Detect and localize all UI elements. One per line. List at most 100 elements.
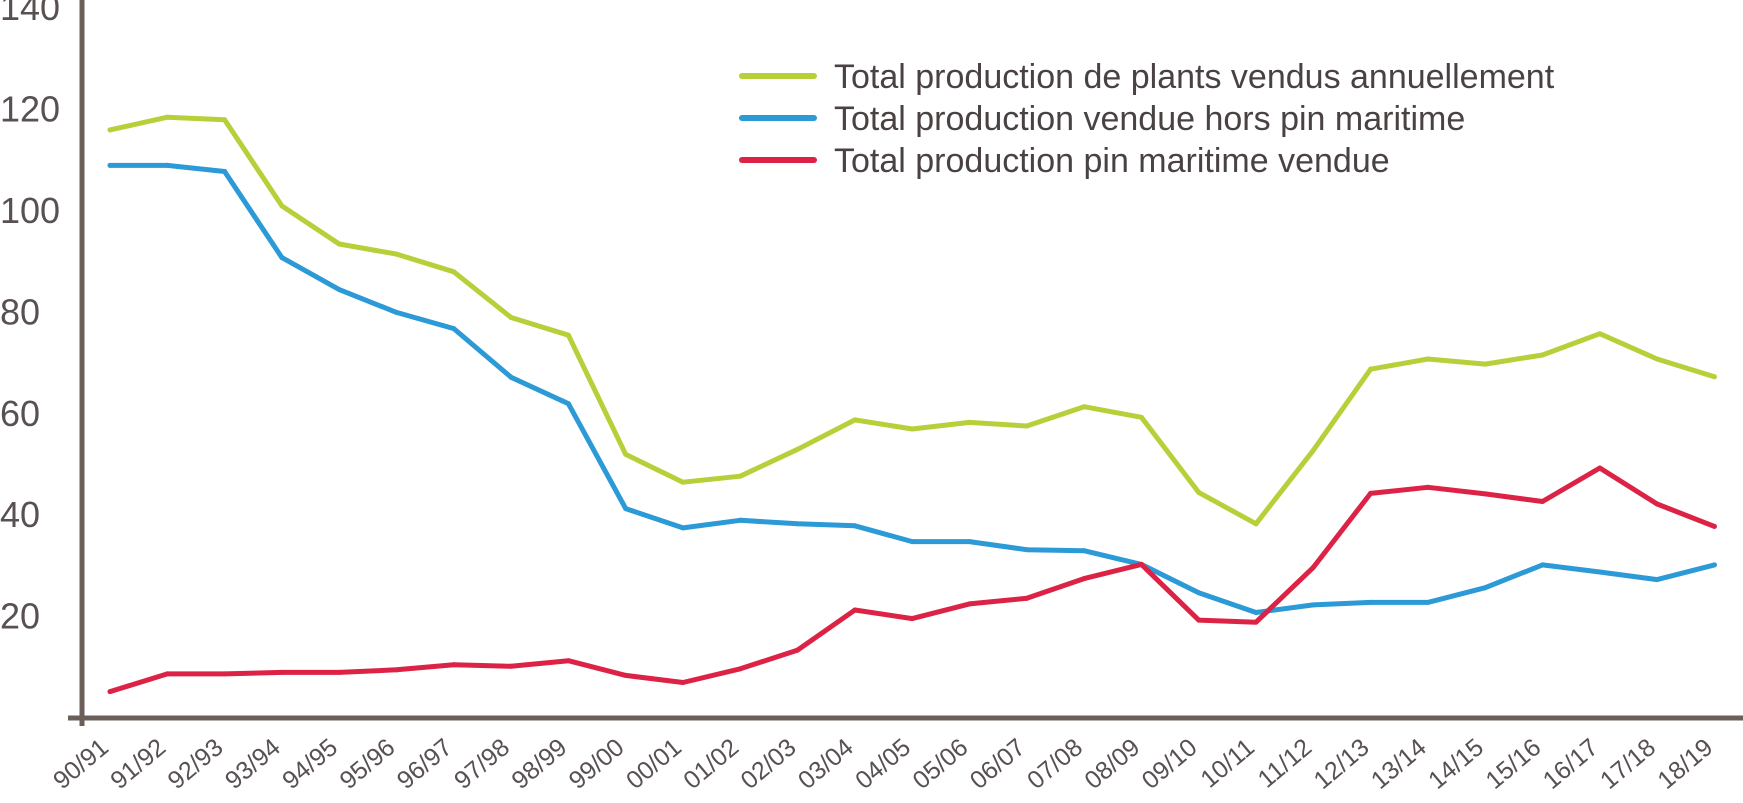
data-point <box>336 287 342 293</box>
x-tick-label: 00/01 <box>621 733 687 795</box>
x-tick-label: 97/98 <box>449 733 515 795</box>
x-tick-label: 01/02 <box>678 733 744 795</box>
data-point <box>1711 562 1717 568</box>
legend-label-3: Total production pin maritime vendue <box>834 142 1390 180</box>
x-tick-label: 91/92 <box>105 733 171 795</box>
data-point <box>1711 374 1717 380</box>
data-point <box>1368 490 1374 496</box>
data-point <box>1253 610 1259 616</box>
data-point <box>1196 489 1202 495</box>
data-point <box>1425 599 1431 605</box>
x-tick-label: 09/10 <box>1137 733 1203 795</box>
data-point <box>967 601 972 607</box>
series-line-2 <box>107 162 1717 615</box>
data-point <box>1654 356 1660 362</box>
x-tick-label: 08/09 <box>1079 733 1145 795</box>
data-point <box>737 666 743 672</box>
x-tick-label: 12/13 <box>1309 733 1375 795</box>
y-tick-label: 120 <box>0 89 60 130</box>
data-point <box>909 616 915 622</box>
data-point <box>1482 585 1488 591</box>
y-tick-label: 40 <box>0 494 40 535</box>
data-point <box>508 314 514 320</box>
x-tick-label: 94/95 <box>277 733 343 795</box>
data-point <box>1597 465 1603 471</box>
data-point <box>508 374 514 380</box>
data-point <box>967 539 972 545</box>
data-point <box>279 203 285 209</box>
data-point <box>1138 414 1144 420</box>
data-point <box>1310 602 1316 608</box>
data-point <box>967 419 972 425</box>
x-tick-label: 13/14 <box>1366 733 1432 795</box>
y-tick-label: 60 <box>0 393 40 434</box>
data-point <box>222 168 228 174</box>
data-point <box>107 162 113 168</box>
data-point <box>1482 361 1488 367</box>
data-point <box>222 117 228 123</box>
data-point <box>1196 590 1202 596</box>
data-point <box>1654 501 1660 507</box>
data-point <box>1081 404 1087 410</box>
data-point <box>164 162 170 168</box>
data-point <box>1540 499 1545 505</box>
data-point <box>565 401 571 407</box>
data-point <box>565 658 571 664</box>
x-tick-label: 10/11 <box>1195 733 1260 793</box>
data-point <box>1081 576 1087 582</box>
x-tick-label: 18/19 <box>1652 733 1718 795</box>
data-point <box>565 332 571 338</box>
data-point <box>279 255 285 261</box>
data-point <box>1253 521 1259 527</box>
data-point <box>737 473 743 479</box>
data-point <box>394 309 399 315</box>
series-line-3 <box>107 465 1717 695</box>
data-point <box>451 269 457 275</box>
data-point <box>909 426 915 432</box>
data-point <box>222 671 228 677</box>
x-tick-label: 04/05 <box>850 733 916 795</box>
data-point <box>336 241 342 247</box>
data-point <box>1368 599 1374 605</box>
data-point <box>1482 491 1488 497</box>
data-point <box>623 672 629 678</box>
data-point <box>1024 423 1030 429</box>
x-tick-label: 95/96 <box>334 733 400 795</box>
data-point <box>1711 523 1717 529</box>
data-point <box>1310 447 1316 453</box>
data-point <box>451 326 457 332</box>
data-point <box>852 607 858 613</box>
data-point <box>279 669 285 675</box>
data-point <box>1597 331 1603 337</box>
x-tick-label: 14/15 <box>1423 733 1489 795</box>
data-point <box>1024 547 1030 553</box>
data-point <box>394 251 399 257</box>
data-point <box>1138 561 1144 567</box>
x-tick-label: 05/06 <box>907 733 973 795</box>
legend-label-2: Total production vendue hors pin maritim… <box>834 100 1465 138</box>
data-point <box>336 669 342 675</box>
data-point <box>795 521 801 527</box>
y-tick-label: 100 <box>0 190 60 231</box>
x-tick-label: 07/08 <box>1022 733 1088 795</box>
y-tick-label: 80 <box>0 291 40 332</box>
x-tick-label: 16/17 <box>1538 733 1604 795</box>
x-tick-label: 92/93 <box>163 733 229 795</box>
x-tick-label: 93/94 <box>220 733 286 795</box>
data-point <box>680 525 686 531</box>
y-tick-label: 20 <box>0 596 40 637</box>
legend-label-1: Total production de plants vendus annuel… <box>834 58 1555 96</box>
data-point <box>795 446 801 452</box>
x-tick-label: 99/00 <box>564 733 630 795</box>
data-point <box>737 517 743 523</box>
data-point <box>623 451 629 457</box>
data-point <box>1253 619 1259 625</box>
data-point <box>795 647 801 653</box>
data-point <box>1654 577 1660 583</box>
data-point <box>394 667 399 673</box>
data-point <box>508 663 514 669</box>
x-tick-label: 02/03 <box>736 733 802 795</box>
data-point <box>909 539 915 545</box>
